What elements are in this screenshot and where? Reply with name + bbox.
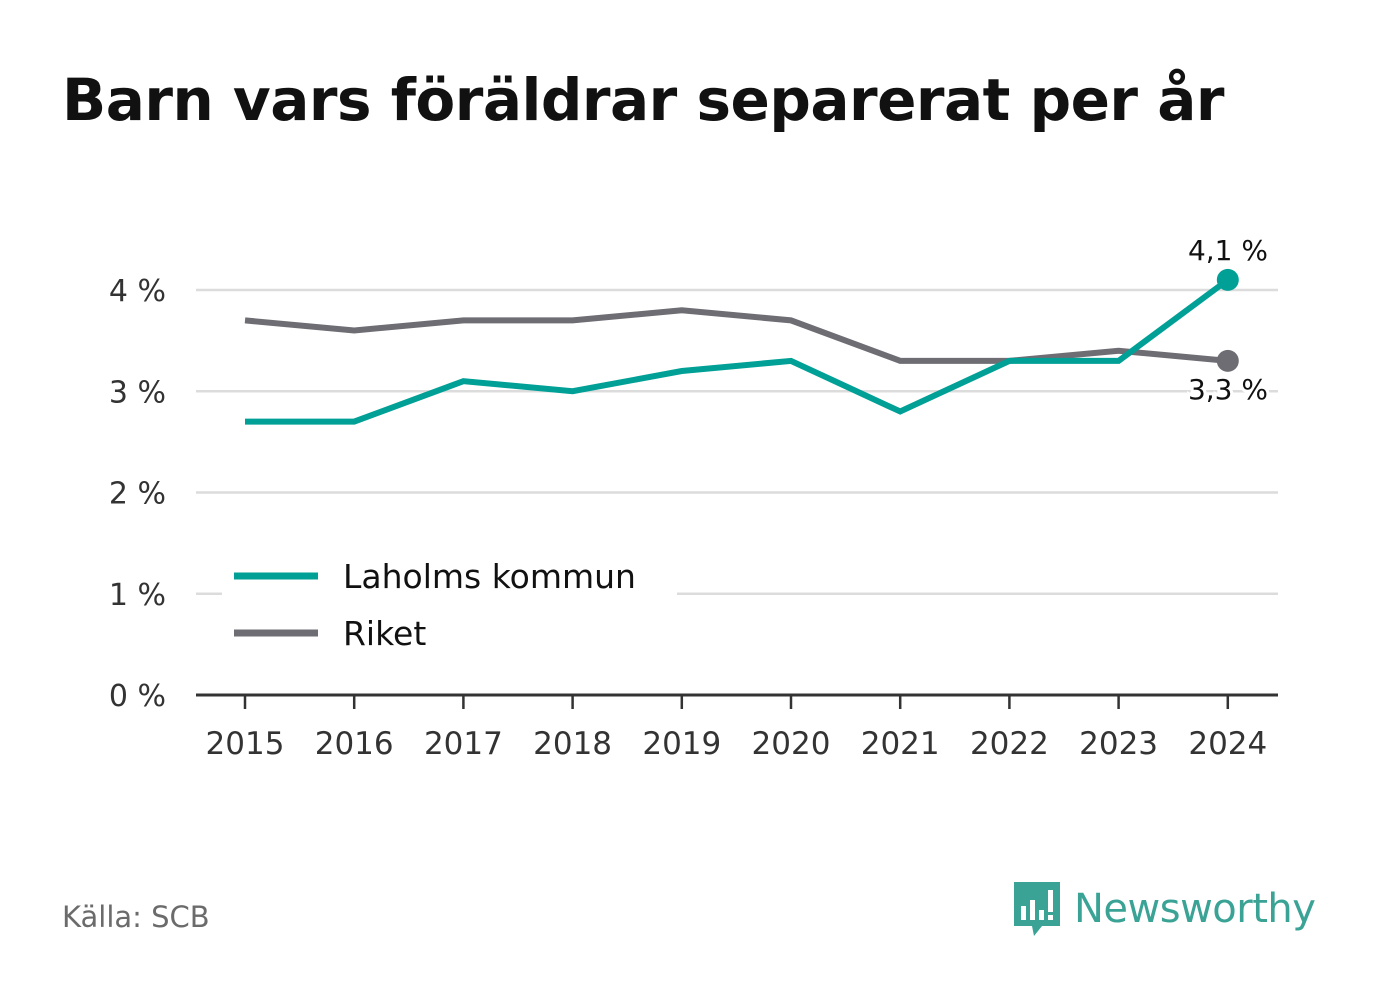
x-tick-label: 2024 bbox=[1188, 726, 1267, 762]
x-tick-label: 2022 bbox=[970, 726, 1049, 762]
source-note: Källa: SCB bbox=[62, 900, 210, 934]
series-line bbox=[244, 307, 1229, 364]
legend-label: Laholms kommun bbox=[343, 557, 636, 596]
chart-title: Barn vars föräldrar separerat per år bbox=[62, 66, 1224, 134]
series-end-point bbox=[1216, 268, 1239, 291]
series-end-point bbox=[1216, 349, 1239, 372]
brand-name: Newsworthy bbox=[1074, 886, 1316, 932]
brand-logo: Newsworthy bbox=[1012, 880, 1316, 938]
y-tick-label: 2 % bbox=[109, 477, 166, 512]
x-tick-label: 2021 bbox=[861, 726, 940, 762]
x-tick-label: 2017 bbox=[424, 726, 503, 762]
legend-background bbox=[222, 548, 677, 664]
x-tick-label: 2019 bbox=[642, 726, 721, 762]
x-tick-label: 2020 bbox=[752, 726, 831, 762]
x-tick-label: 2016 bbox=[315, 726, 394, 762]
x-tick-label: 2018 bbox=[533, 726, 612, 762]
end-label: 4,1 % bbox=[1188, 234, 1268, 267]
y-tick-label: 1 % bbox=[109, 578, 166, 613]
x-tick-label: 2015 bbox=[206, 726, 285, 762]
y-tick-label: 4 % bbox=[109, 274, 166, 309]
end-label: 3,3 % bbox=[1188, 373, 1268, 406]
legend-label: Riket bbox=[343, 614, 426, 653]
line-chart: 0 % 1 % 2 % 3 % 4 % 2015 2016 2017 2018 2019 2020 2… bbox=[109, 234, 1278, 762]
y-tick-label: 3 % bbox=[109, 375, 166, 410]
y-tick-label: 0 % bbox=[109, 679, 166, 714]
newsworthy-logo-icon bbox=[1014, 882, 1060, 936]
series-line bbox=[245, 277, 1230, 425]
x-tick-label: 2023 bbox=[1079, 726, 1158, 762]
